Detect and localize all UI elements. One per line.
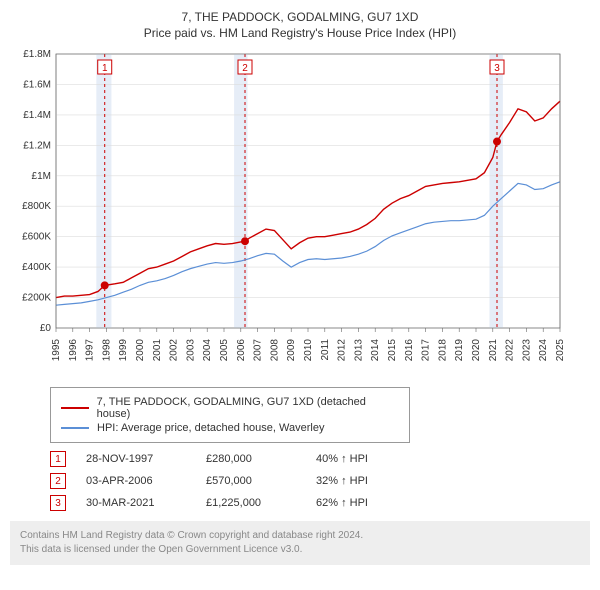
marker-date: 30-MAR-2021 (86, 497, 186, 509)
svg-text:2023: 2023 (521, 339, 532, 362)
svg-text:2022: 2022 (505, 339, 516, 362)
svg-text:1998: 1998 (101, 339, 112, 362)
svg-text:£0: £0 (40, 323, 52, 334)
marker-row: 2 03-APR-2006 £570,000 32% ↑ HPI (50, 473, 590, 489)
legend-swatch (61, 407, 89, 409)
chart-container: £0 £200K £400K £600K £800K £1M £1.2M £1.4M £1.6M… (10, 48, 590, 381)
svg-text:2014: 2014 (370, 339, 381, 362)
marker-price: £280,000 (206, 453, 296, 465)
svg-text:£400K: £400K (22, 262, 51, 273)
marker-badge: 3 (50, 495, 66, 511)
svg-text:£1.4M: £1.4M (23, 110, 51, 121)
svg-text:2012: 2012 (337, 339, 348, 362)
marker-date: 03-APR-2006 (86, 475, 186, 487)
svg-text:3: 3 (494, 63, 500, 74)
svg-text:2008: 2008 (269, 339, 280, 362)
svg-text:2003: 2003 (185, 339, 196, 362)
svg-text:2016: 2016 (404, 339, 415, 362)
svg-text:2006: 2006 (236, 339, 247, 362)
svg-text:2: 2 (242, 63, 248, 74)
svg-text:2015: 2015 (387, 339, 398, 362)
marker-row: 3 30-MAR-2021 £1,225,000 62% ↑ HPI (50, 495, 590, 511)
svg-text:2001: 2001 (152, 339, 163, 362)
legend-item: 7, THE PADDOCK, GODALMING, GU7 1XD (deta… (61, 396, 399, 420)
svg-text:2004: 2004 (202, 339, 213, 362)
svg-text:2007: 2007 (253, 339, 264, 362)
marker-price: £1,225,000 (206, 497, 296, 509)
marker-badge: 1 (50, 451, 66, 467)
attribution-line: This data is licensed under the Open Gov… (20, 543, 580, 557)
svg-text:£200K: £200K (22, 293, 51, 304)
svg-text:2009: 2009 (286, 339, 297, 362)
legend-swatch (61, 427, 89, 429)
svg-text:2011: 2011 (320, 339, 331, 361)
marker-row: 1 28-NOV-1997 £280,000 40% ↑ HPI (50, 451, 590, 467)
line-chart: £0 £200K £400K £600K £800K £1M £1.2M £1.4M £1.6M… (10, 48, 570, 378)
marker-table: 1 28-NOV-1997 £280,000 40% ↑ HPI 2 03-AP… (50, 451, 590, 511)
svg-text:2019: 2019 (454, 339, 465, 362)
svg-text:£1.2M: £1.2M (23, 140, 51, 151)
svg-text:2017: 2017 (421, 339, 432, 362)
marker-badge: 2 (50, 473, 66, 489)
svg-text:£600K: £600K (22, 232, 51, 243)
svg-text:£800K: £800K (22, 201, 51, 212)
svg-text:2005: 2005 (219, 339, 230, 362)
svg-text:2010: 2010 (303, 339, 314, 362)
svg-text:£1.8M: £1.8M (23, 49, 51, 60)
svg-text:2024: 2024 (538, 339, 549, 362)
legend-label: 7, THE PADDOCK, GODALMING, GU7 1XD (deta… (97, 396, 399, 420)
svg-text:2013: 2013 (353, 339, 364, 362)
svg-text:2002: 2002 (169, 339, 180, 362)
marker-pct: 40% ↑ HPI (316, 453, 368, 465)
legend-item: HPI: Average price, detached house, Wave… (61, 422, 399, 434)
marker-pct: 32% ↑ HPI (316, 475, 368, 487)
legend: 7, THE PADDOCK, GODALMING, GU7 1XD (deta… (50, 387, 410, 443)
marker-pct: 62% ↑ HPI (316, 497, 368, 509)
svg-text:2021: 2021 (488, 339, 499, 362)
svg-text:2020: 2020 (471, 339, 482, 362)
svg-text:1995: 1995 (51, 339, 62, 362)
svg-text:2000: 2000 (135, 339, 146, 362)
attribution-line: Contains HM Land Registry data © Crown c… (20, 529, 580, 543)
svg-text:£1.6M: £1.6M (23, 79, 51, 90)
attribution: Contains HM Land Registry data © Crown c… (10, 521, 590, 565)
legend-label: HPI: Average price, detached house, Wave… (97, 422, 324, 434)
marker-price: £570,000 (206, 475, 296, 487)
chart-title: 7, THE PADDOCK, GODALMING, GU7 1XD (10, 10, 590, 24)
svg-text:1999: 1999 (118, 339, 129, 362)
svg-text:1996: 1996 (68, 339, 79, 362)
svg-text:£1M: £1M (32, 171, 51, 182)
chart-subtitle: Price paid vs. HM Land Registry's House … (10, 26, 590, 40)
svg-text:1: 1 (102, 63, 108, 74)
svg-text:1997: 1997 (85, 339, 96, 362)
marker-date: 28-NOV-1997 (86, 453, 186, 465)
svg-text:2025: 2025 (555, 339, 566, 362)
svg-text:2018: 2018 (437, 339, 448, 362)
